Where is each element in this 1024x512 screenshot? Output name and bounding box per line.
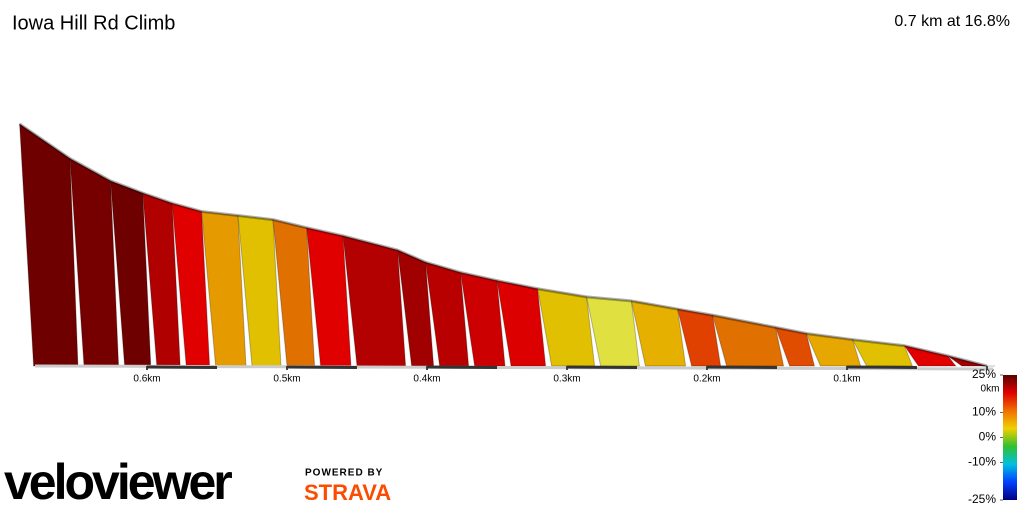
segment-color-swatch	[397, 248, 427, 264]
segment	[774, 326, 816, 367]
x-band	[146, 365, 218, 369]
chart-title: Iowa Hill Rd Climb	[12, 12, 175, 34]
strava: STRAVA	[304, 480, 391, 505]
segment-color-swatch	[342, 234, 398, 252]
segment-color-swatch	[425, 260, 462, 274]
segment	[19, 123, 79, 367]
x-tick-label: 0.3km	[553, 374, 580, 385]
segment-color-swatch	[201, 209, 239, 218]
segment-color-swatch	[69, 157, 112, 183]
x-tick-label: 0.4km	[413, 374, 440, 385]
segment-color-swatch	[306, 226, 344, 238]
segment	[903, 344, 957, 367]
x-band	[286, 365, 358, 369]
x-tick-label: 0.1km	[833, 374, 860, 385]
x-band	[846, 365, 918, 369]
segment-color-swatch	[806, 331, 853, 342]
colorbar-label: 10%	[972, 405, 996, 419]
colorbar-label: -10%	[968, 455, 996, 469]
segment-color-swatch	[537, 287, 587, 299]
colorbar-label: -25%	[968, 492, 996, 506]
colorbar	[1003, 375, 1017, 500]
colorbar-label: 0%	[979, 430, 997, 444]
powered-by: POWERED BY	[305, 468, 383, 479]
segment	[536, 288, 596, 367]
segment	[630, 300, 687, 367]
segment-color-swatch	[904, 344, 949, 358]
segment	[496, 279, 547, 367]
segment-color-swatch	[272, 218, 307, 230]
segment-color-swatch	[110, 179, 144, 195]
x-tick-label: 0km	[981, 384, 1000, 395]
segment-color-swatch	[460, 270, 498, 283]
x-tick-label: 0.2km	[693, 374, 720, 385]
segment	[342, 235, 407, 367]
segment-color-swatch	[852, 338, 905, 348]
chart-subtitle: 0.7 km at 16.8%	[894, 13, 1010, 30]
segment-color-swatch	[496, 279, 538, 291]
segment	[585, 296, 640, 367]
segment	[947, 355, 995, 367]
segment-color-swatch	[237, 214, 274, 222]
segment-color-swatch	[18, 122, 71, 160]
x-band	[566, 365, 638, 369]
x-tick-label: 0.6km	[133, 374, 160, 385]
x-band	[706, 365, 778, 369]
segment-color-swatch	[631, 299, 678, 311]
segment-color-swatch	[677, 307, 713, 317]
segment-color-swatch	[586, 295, 632, 303]
segment	[711, 314, 785, 367]
segment-color-swatch	[171, 201, 203, 213]
segment-color-swatch	[775, 325, 807, 335]
segment-color-swatch	[712, 313, 776, 329]
segment-color-swatch	[947, 354, 988, 368]
x-band	[426, 365, 498, 369]
logo: veloviewer	[4, 454, 232, 510]
segment-color-swatch	[142, 191, 173, 205]
x-tick-label: 0.5km	[273, 374, 300, 385]
colorbar-label: 25%	[972, 367, 996, 381]
